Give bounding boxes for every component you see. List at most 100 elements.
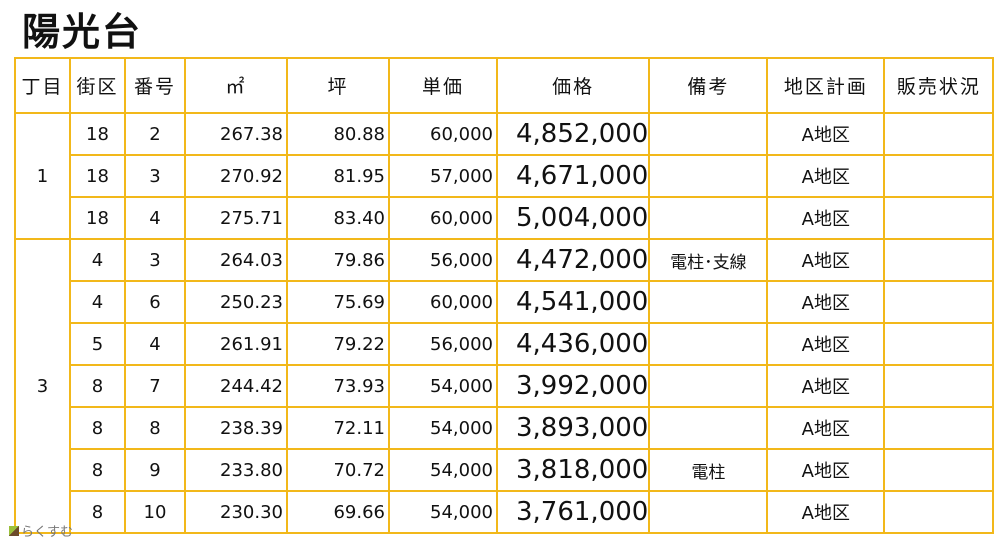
chome-cell: 3 bbox=[14, 238, 71, 534]
block-cell: 8 bbox=[69, 406, 126, 450]
plan-cell: A地区 bbox=[766, 196, 886, 240]
note-cell bbox=[648, 490, 769, 534]
price-cell: 3,992,000 bbox=[495, 364, 651, 408]
note-cell bbox=[648, 364, 769, 408]
plan-cell: A地区 bbox=[766, 364, 886, 408]
sqm-cell: 270.92 bbox=[184, 154, 288, 198]
note-cell bbox=[648, 112, 769, 156]
status-cell bbox=[883, 490, 995, 534]
note-cell: 電柱 bbox=[648, 448, 769, 492]
table-row: 8 8 238.39 72.11 54,000 3,893,000 A地区 bbox=[15, 406, 995, 450]
sqm-cell: 275.71 bbox=[184, 196, 288, 240]
status-cell bbox=[883, 364, 995, 408]
tsubo-cell: 75.69 bbox=[286, 280, 390, 324]
logo-icon bbox=[9, 525, 19, 536]
sqm-cell: 230.30 bbox=[184, 490, 288, 534]
unit-cell: 56,000 bbox=[388, 322, 498, 366]
header-district-plan: 地区計画 bbox=[766, 57, 886, 114]
logo: らくすむ bbox=[9, 521, 73, 540]
tsubo-cell: 79.22 bbox=[286, 322, 390, 366]
note-cell: 電柱･支線 bbox=[648, 238, 769, 282]
table-row: 8 7 244.42 73.93 54,000 3,992,000 A地区 bbox=[15, 364, 995, 408]
sqm-cell: 267.38 bbox=[184, 112, 288, 156]
plan-cell: A地区 bbox=[766, 406, 886, 450]
plan-cell: A地区 bbox=[766, 322, 886, 366]
sqm-cell: 250.23 bbox=[184, 280, 288, 324]
lot-cell: 4 bbox=[124, 196, 186, 240]
table-row: 18 3 270.92 81.95 57,000 4,671,000 A地区 bbox=[15, 154, 995, 198]
block-cell: 8 bbox=[69, 490, 126, 534]
lot-cell: 6 bbox=[124, 280, 186, 324]
price-cell: 4,436,000 bbox=[495, 322, 651, 366]
plan-cell: A地区 bbox=[766, 112, 886, 156]
plan-cell: A地区 bbox=[766, 154, 886, 198]
unit-cell: 60,000 bbox=[388, 112, 498, 156]
block-cell: 8 bbox=[69, 364, 126, 408]
status-cell bbox=[883, 406, 995, 450]
unit-cell: 54,000 bbox=[388, 364, 498, 408]
note-cell bbox=[648, 322, 769, 366]
block-cell: 18 bbox=[69, 112, 126, 156]
price-cell: 5,004,000 bbox=[495, 196, 651, 240]
block-cell: 4 bbox=[69, 280, 126, 324]
price-cell: 4,541,000 bbox=[495, 280, 651, 324]
tsubo-cell: 81.95 bbox=[286, 154, 390, 198]
status-cell bbox=[883, 448, 995, 492]
table-row: 8 10 230.30 69.66 54,000 3,761,000 A地区 bbox=[15, 490, 995, 534]
price-cell: 3,818,000 bbox=[495, 448, 651, 492]
header-price: 価格 bbox=[495, 57, 651, 114]
block-cell: 18 bbox=[69, 154, 126, 198]
price-cell: 4,472,000 bbox=[495, 238, 651, 282]
page-title: 陽光台 bbox=[22, 10, 143, 54]
logo-text: らくすむ bbox=[21, 525, 74, 540]
lot-cell: 2 bbox=[124, 112, 186, 156]
plan-cell: A地区 bbox=[766, 490, 886, 534]
header-sqm: ㎡ bbox=[184, 57, 288, 114]
note-cell bbox=[648, 154, 769, 198]
chome-cell: 1 bbox=[14, 112, 71, 240]
block-cell: 4 bbox=[69, 238, 126, 282]
unit-cell: 54,000 bbox=[388, 490, 498, 534]
sqm-cell: 233.80 bbox=[184, 448, 288, 492]
sqm-cell: 238.39 bbox=[184, 406, 288, 450]
table-row: 1 18 2 267.38 80.88 60,000 4,852,000 A地区 bbox=[14, 112, 995, 240]
unit-cell: 60,000 bbox=[388, 280, 498, 324]
header-sales-status: 販売状況 bbox=[883, 57, 995, 114]
block-cell: 5 bbox=[69, 322, 126, 366]
unit-cell: 54,000 bbox=[388, 406, 498, 450]
block-cell: 8 bbox=[69, 448, 126, 492]
price-cell: 3,893,000 bbox=[495, 406, 651, 450]
sqm-cell: 264.03 bbox=[184, 238, 288, 282]
tsubo-cell: 69.66 bbox=[286, 490, 390, 534]
price-cell: 3,761,000 bbox=[495, 490, 651, 534]
status-cell bbox=[883, 112, 995, 156]
sqm-cell: 261.91 bbox=[184, 322, 288, 366]
table-row: 4 6 250.23 75.69 60,000 4,541,000 A地区 bbox=[15, 280, 995, 324]
plan-cell: A地区 bbox=[766, 238, 886, 282]
note-cell bbox=[648, 196, 769, 240]
header-tsubo: 坪 bbox=[286, 57, 390, 114]
status-cell bbox=[883, 280, 995, 324]
header-unit-price: 単価 bbox=[388, 57, 498, 114]
plan-cell: A地区 bbox=[766, 280, 886, 324]
lot-cell: 4 bbox=[124, 322, 186, 366]
lot-cell: 3 bbox=[124, 238, 186, 282]
lot-cell: 10 bbox=[124, 490, 186, 534]
price-cell: 4,852,000 bbox=[495, 112, 651, 156]
price-cell: 4,671,000 bbox=[495, 154, 651, 198]
unit-cell: 57,000 bbox=[388, 154, 498, 198]
lot-cell: 7 bbox=[124, 364, 186, 408]
tsubo-cell: 70.72 bbox=[286, 448, 390, 492]
header-note: 備考 bbox=[648, 57, 769, 114]
block-cell: 18 bbox=[69, 196, 126, 240]
sqm-cell: 244.42 bbox=[184, 364, 288, 408]
unit-cell: 56,000 bbox=[388, 238, 498, 282]
tsubo-cell: 80.88 bbox=[286, 112, 390, 156]
table-row: 8 9 233.80 70.72 54,000 3,818,000 電柱 A地区 bbox=[15, 448, 995, 492]
tsubo-cell: 72.11 bbox=[286, 406, 390, 450]
plan-cell: A地区 bbox=[766, 448, 886, 492]
note-cell bbox=[648, 280, 769, 324]
lot-cell: 3 bbox=[124, 154, 186, 198]
